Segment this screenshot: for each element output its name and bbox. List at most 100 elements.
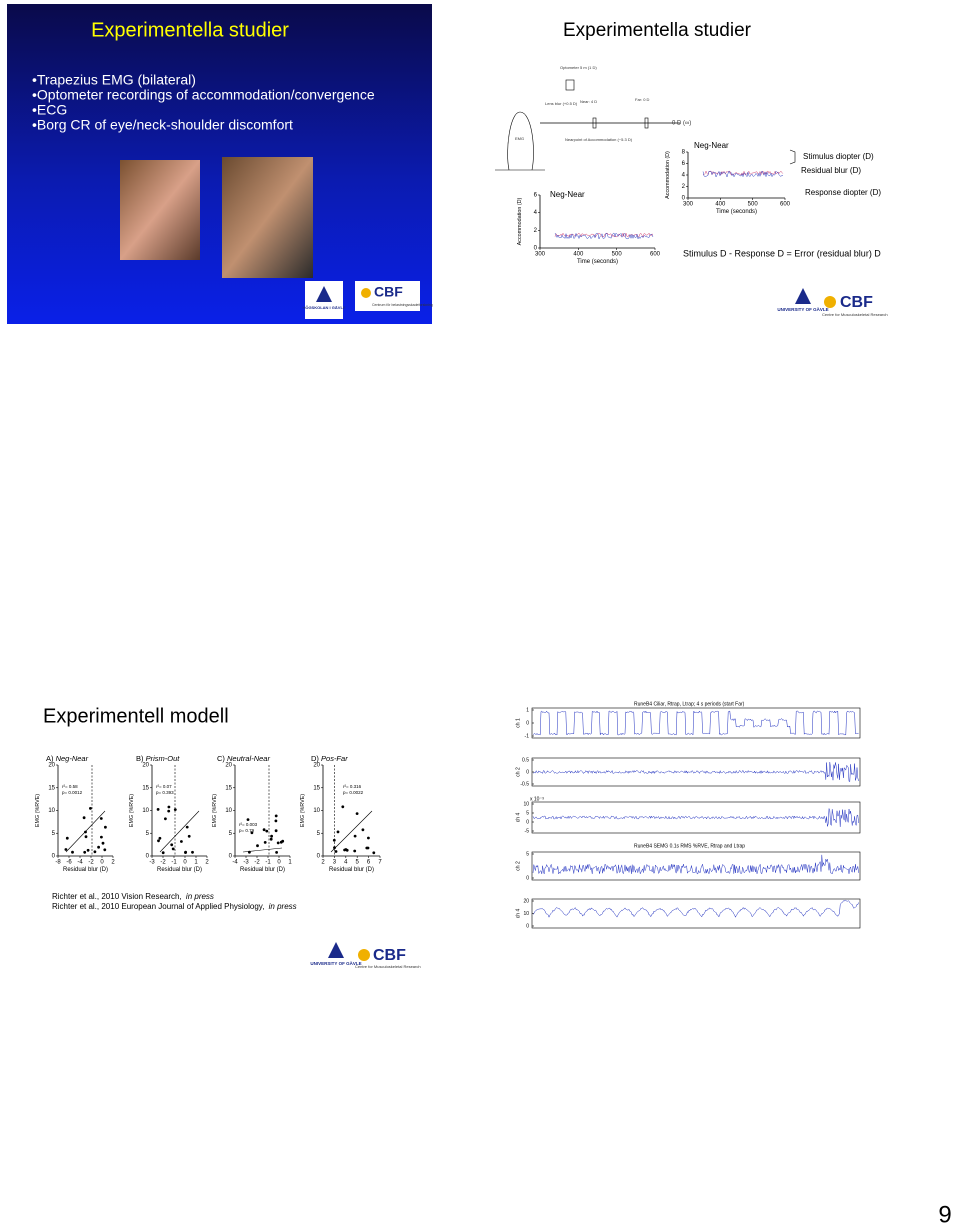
x-axis-label: Time (seconds)	[716, 209, 757, 215]
y-tick-label: 20	[142, 763, 149, 769]
point	[366, 846, 370, 850]
signal-trace	[532, 710, 859, 736]
point	[185, 825, 189, 829]
point	[64, 848, 68, 851]
point	[353, 834, 357, 838]
point	[341, 805, 345, 809]
point	[276, 841, 280, 845]
y-tick-label: 5	[52, 831, 56, 837]
x-tick-label: -4	[232, 860, 238, 866]
point	[187, 834, 191, 838]
y-axis-label: Accommodation (D)	[517, 197, 523, 245]
y-axis-label: EMG (%RVE)	[300, 794, 306, 827]
signal-frame	[531, 801, 861, 834]
x-tick-label: 2	[321, 860, 325, 866]
x-tick-label: 300	[683, 202, 694, 208]
x-tick-label: 500	[612, 252, 623, 258]
x-axis-label: Residual blur (D)	[329, 867, 374, 873]
logo-icon	[328, 942, 344, 958]
x-tick-label: -6	[66, 860, 72, 866]
point	[170, 843, 174, 847]
row-label: ch 2	[515, 767, 521, 777]
x-tick-label: -3	[243, 860, 249, 866]
x-tick-label: 2	[111, 860, 115, 866]
x-tick-label: -1	[171, 860, 177, 866]
y-tick-label: 0.5	[522, 757, 529, 763]
stat: p= 0.0022	[343, 790, 364, 795]
x-tick-label: 400	[715, 202, 726, 208]
point	[256, 844, 259, 848]
logo-text: UNIVERSITY OF GÄVLE	[777, 306, 828, 312]
y-tick-label: 10	[225, 808, 232, 814]
point	[167, 809, 171, 813]
y-tick-label: 10	[523, 911, 529, 917]
x-tick-label: -2	[160, 860, 166, 866]
device	[644, 117, 649, 129]
x-tick-label: 7	[378, 860, 382, 866]
fit-line	[65, 810, 106, 853]
x-tick-label: 600	[650, 252, 661, 258]
diagram: Optometer 5 m (1 D) Lens blur (+0.5 D) N…	[495, 65, 691, 171]
chart-label: Neg-Near	[550, 190, 585, 199]
y-axis-label: EMG (%RVE)	[129, 794, 135, 827]
panel-letter: C)	[217, 754, 225, 763]
logo-icon	[358, 949, 370, 961]
point	[361, 828, 365, 832]
x-tick-label: 1	[288, 860, 292, 866]
point	[333, 846, 336, 850]
y-tick-label: 5	[146, 831, 150, 837]
diagram-label: Optometer 5 m (1 D)	[560, 65, 597, 70]
y-tick-label: 10	[313, 808, 320, 814]
bracket	[789, 149, 796, 165]
x-tick-label: 500	[748, 202, 759, 208]
y-tick-label: 0	[534, 246, 538, 252]
y-tick-label: 0	[526, 875, 529, 881]
x-tick-label: -2	[254, 860, 260, 866]
panel-name: Prism-Out	[146, 754, 181, 763]
device	[565, 79, 575, 91]
bullet: •Optometer recordings of accommodation/c…	[32, 87, 375, 103]
citation-text: Richter et al., 2010 Vision Research,	[52, 892, 184, 901]
x-tick-label: 1	[194, 860, 198, 866]
slide-title: Experimentella studier	[91, 19, 289, 41]
slide-title: Experimentella studier	[563, 20, 752, 41]
bullet: •ECG	[32, 102, 67, 118]
axis	[539, 195, 655, 249]
bullet: •Borg CR of eye/neck-shoulder discomfort	[32, 117, 293, 133]
signal-trace	[532, 808, 859, 827]
panel-label: D) Pos-Far	[311, 754, 348, 763]
x-tick-label: 0	[183, 860, 187, 866]
point	[65, 836, 69, 840]
trace	[554, 232, 654, 238]
logo-icon	[795, 288, 811, 304]
point	[353, 849, 357, 853]
logo-text: Centre for Musculoskeletal Research	[822, 312, 888, 317]
panel-letter: A)	[46, 754, 54, 763]
x-tick-label: 2	[205, 860, 209, 866]
x-tick-label: 4	[344, 860, 348, 866]
point	[372, 851, 376, 855]
x-tick-label: 0	[100, 860, 104, 866]
y-tick-label: 5	[526, 810, 529, 816]
y-tick-label: 0	[526, 819, 529, 825]
point	[156, 808, 160, 811]
stat: r²= 0.003	[239, 822, 258, 827]
slide-background	[7, 4, 432, 324]
y-tick-label: 0	[317, 854, 321, 860]
equation: Stimulus D - Response D = Error (residua…	[683, 248, 881, 258]
point	[270, 834, 273, 838]
y-tick-label: 10	[523, 801, 529, 807]
y-axis-label: Accommodation (D)	[665, 151, 671, 199]
stat: p= 0.393	[156, 790, 174, 795]
stat: p= 0.0012	[62, 790, 83, 795]
point	[100, 835, 103, 839]
y-tick-label: 0	[526, 769, 529, 775]
y-tick-label: 0	[229, 854, 233, 860]
axis	[322, 765, 380, 857]
citation-text: Richter et al., 2010 European Journal of…	[52, 902, 267, 911]
citation: Richter et al., 2010 Vision Research, in…	[52, 892, 214, 901]
x-tick-label: -3	[149, 860, 155, 866]
point	[82, 816, 86, 820]
point	[167, 805, 171, 809]
panel-label: A) Neg-Near	[46, 754, 89, 763]
